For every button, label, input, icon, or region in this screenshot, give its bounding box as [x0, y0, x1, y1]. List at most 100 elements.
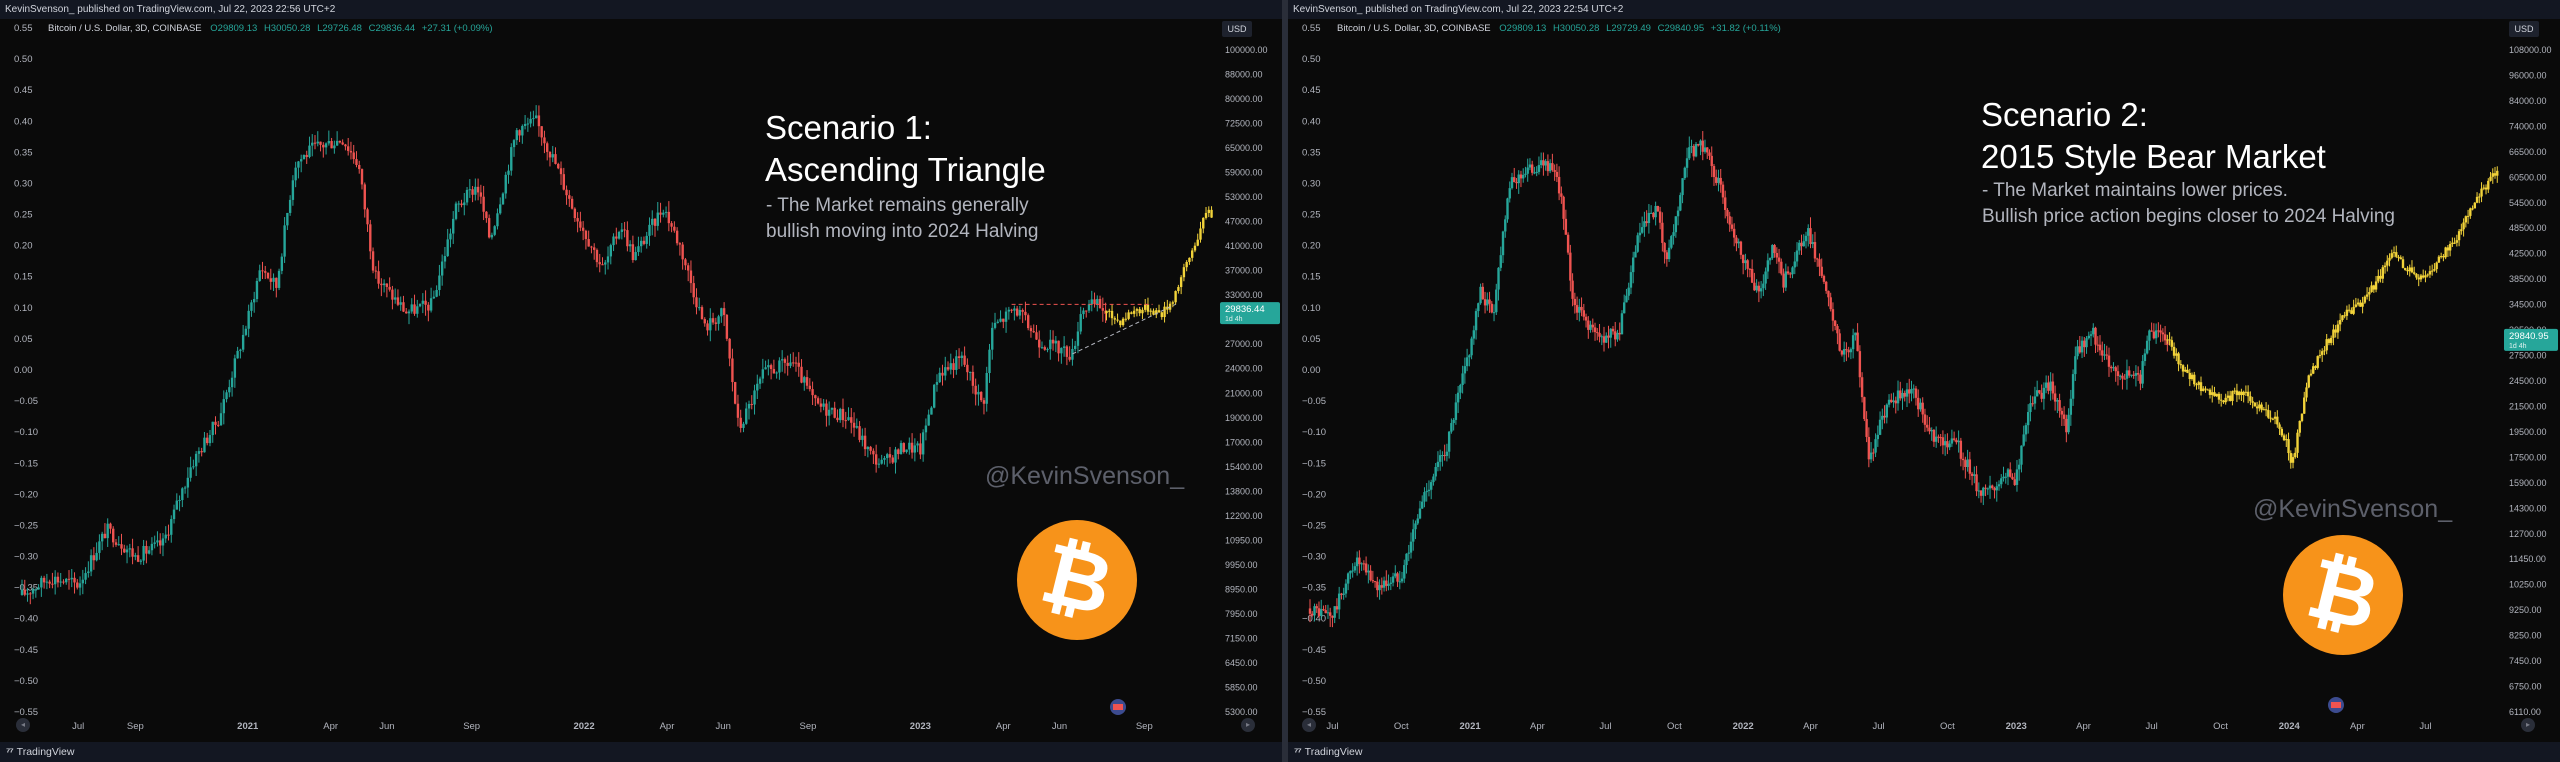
candle-body — [1110, 310, 1114, 319]
candle-body — [366, 209, 369, 225]
candle-body — [673, 226, 676, 231]
left-axis-tick-label: −0.55 — [1302, 707, 1326, 718]
candle-body — [2152, 331, 2156, 339]
candle-body — [1948, 443, 1951, 448]
candle-body — [609, 245, 612, 257]
price-axis-tick-label: 66500.00 — [2509, 147, 2547, 157]
candle-body — [192, 466, 195, 468]
candle-body — [2150, 330, 2153, 332]
chart-canvas[interactable]: 0.55 0.50 0.45 0.40 0.35 0.30 0.25 0.20 0.15 0.10… — [1288, 0, 2560, 762]
candle-body — [1157, 310, 1161, 313]
candle-body — [2015, 469, 2019, 485]
time-axis-tick-label: 2023 — [910, 721, 931, 732]
candle-body — [985, 373, 988, 404]
candle-body — [1946, 441, 1949, 448]
candle-body — [1199, 228, 1202, 240]
time-axis-tick-label: Apr — [996, 721, 1011, 732]
left-axis-tick-label: 0.55 — [1302, 23, 1321, 34]
currency-selector[interactable]: USD — [1222, 21, 1252, 37]
candle-body — [1403, 565, 1406, 579]
candle-body — [1984, 487, 1987, 489]
left-axis-tick-label: 0.55 — [14, 23, 33, 34]
candle-body — [742, 423, 745, 428]
left-axis-tick-label: −0.35 — [14, 583, 38, 594]
candle-body — [1432, 476, 1435, 483]
event-flag-mark — [1113, 704, 1123, 710]
candle-body — [1346, 573, 1350, 584]
candle-body — [1775, 253, 1779, 258]
candle-body — [1631, 257, 1635, 273]
candle-body — [288, 199, 292, 213]
candle-body — [1829, 297, 1832, 310]
candle-body — [2374, 281, 2378, 290]
candle-body — [678, 243, 682, 245]
candle-body — [1910, 389, 1913, 394]
candle-body — [1964, 460, 1967, 467]
candle-body — [615, 236, 618, 239]
candle-body — [413, 304, 416, 314]
candle-body — [764, 367, 767, 370]
candle-body — [1607, 335, 1610, 338]
candle-body — [2478, 196, 2481, 198]
candle-body — [700, 307, 704, 320]
time-axis-tick-label: 2024 — [2279, 721, 2301, 732]
candle-body — [529, 118, 532, 124]
left-axis-tick-label: 0.20 — [14, 241, 33, 252]
ohlc-open: O29809.13 — [210, 23, 258, 34]
chart-canvas[interactable]: 0.55 0.50 0.45 0.40 0.35 0.30 0.25 0.20 0.15 0.10… — [0, 0, 1282, 762]
triangle-support-line — [1072, 303, 1176, 355]
candle-body — [1524, 173, 1527, 175]
candle-body — [2040, 392, 2043, 399]
scroll-left-button[interactable]: ◂ — [1302, 718, 1316, 732]
candle-body — [1046, 349, 1049, 351]
candle-body — [1582, 310, 1586, 317]
candle-body — [808, 385, 812, 390]
candle-body — [2094, 327, 2097, 345]
candle-body — [1443, 455, 1446, 457]
candle-body — [1858, 351, 1862, 378]
candle-body — [1506, 198, 1509, 220]
candle-body — [559, 168, 563, 175]
candle-body — [1688, 147, 1691, 159]
candle-body — [698, 307, 701, 309]
candle-body — [1483, 299, 1487, 306]
candle-body — [1959, 440, 1963, 459]
scroll-right-button[interactable]: ▸ — [2521, 718, 2535, 732]
left-axis-tick-label: −0.30 — [1302, 552, 1326, 563]
candle-body — [822, 403, 825, 407]
candle-body — [966, 364, 969, 373]
candle-body — [109, 523, 112, 529]
candle-body — [241, 334, 245, 350]
candle-body — [1564, 218, 1568, 235]
candle-body — [1513, 177, 1516, 183]
candle-body — [1596, 332, 1599, 334]
candle-body — [1124, 318, 1128, 320]
candle-body — [2157, 330, 2160, 332]
currency-selector[interactable]: USD — [2509, 21, 2539, 37]
candle-body — [1728, 216, 1731, 225]
candle-body — [703, 319, 706, 324]
scroll-right-button[interactable]: ▸ — [1241, 718, 1255, 732]
candle-body — [1685, 158, 1689, 168]
candle-body — [2130, 374, 2133, 376]
candle-body — [1463, 366, 1467, 374]
candle-body — [164, 534, 167, 539]
candle-body — [20, 589, 24, 595]
left-axis-tick-label: 0.50 — [1302, 54, 1321, 65]
candle-body — [645, 235, 648, 244]
candle-body — [2354, 304, 2358, 307]
candle-body — [2309, 373, 2313, 376]
candle-body — [565, 189, 568, 196]
candle-body — [2282, 435, 2286, 441]
candle-body — [2466, 215, 2470, 217]
scroll-left-button[interactable]: ◂ — [16, 718, 30, 732]
candle-body — [203, 437, 206, 453]
candle-body — [228, 387, 231, 393]
candle-body — [850, 417, 853, 423]
candle-body — [2018, 464, 2021, 470]
candle-body — [2446, 247, 2450, 251]
candle-body — [789, 362, 792, 366]
left-axis-tick-label: 0.30 — [14, 178, 33, 189]
candle-body — [189, 467, 192, 478]
candle-body — [1079, 314, 1082, 332]
